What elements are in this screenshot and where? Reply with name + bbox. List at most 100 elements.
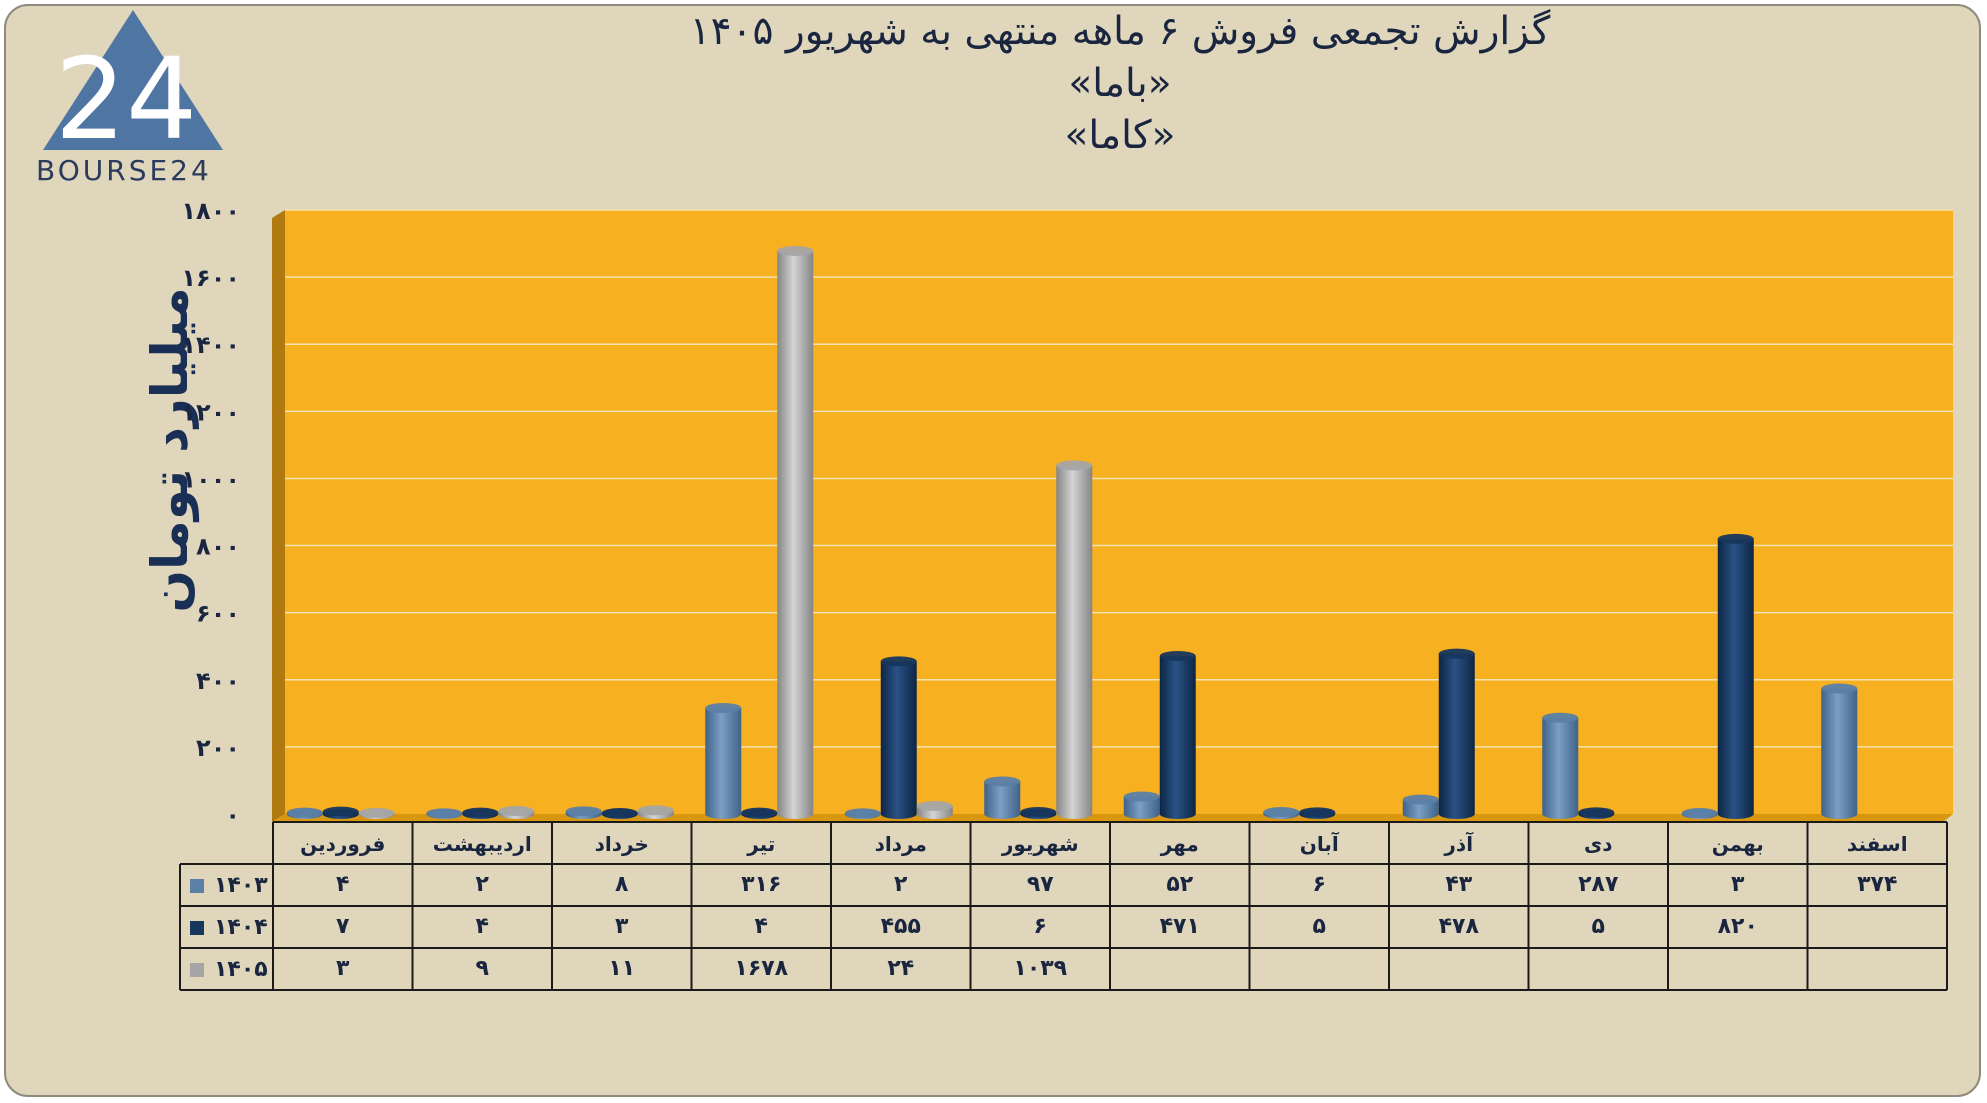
bar-1-5 [1020, 806, 1057, 819]
y-tick-label: ۰ [225, 801, 240, 829]
legend-swatch-0 [190, 879, 204, 893]
data-label: ۶ [1034, 914, 1047, 939]
bar-0-1 [426, 808, 463, 819]
bar-1-9 [1578, 807, 1615, 819]
bar-1-2 [601, 807, 638, 819]
plot-floor [272, 814, 1953, 822]
chart-subtitle-2: «کاما» [1064, 113, 1176, 158]
bar-cap [1542, 712, 1579, 723]
bar-base [1717, 809, 1754, 819]
bar-1-8 [1438, 648, 1475, 819]
x-tick-label: آذر [1443, 831, 1474, 856]
data-label: ۸ [615, 872, 629, 897]
bar-0-3 [705, 702, 742, 819]
x-tick-label: دی [1584, 832, 1613, 856]
data-label: ۴۳ [1445, 872, 1472, 897]
bar-body [1056, 465, 1093, 814]
data-label: ۴۵۵ [881, 914, 921, 939]
data-label: ۴۷۸ [1439, 914, 1480, 939]
bar-1-4 [880, 656, 917, 819]
bar-0-6 [1123, 791, 1160, 819]
data-label: ۷ [336, 914, 350, 939]
bar-cap [1402, 794, 1439, 805]
data-label: ۹ [476, 956, 489, 981]
bar-cap [1056, 460, 1093, 471]
bar-base [1821, 809, 1858, 819]
bar-base [1056, 809, 1093, 819]
data-label: ۱۱ [608, 956, 635, 981]
bar-body [1821, 688, 1858, 814]
bar-0-9 [1542, 712, 1579, 819]
bar-cap [322, 806, 359, 817]
bar-base [1402, 809, 1439, 819]
y-tick-label: ۱۴۰۰ [181, 331, 240, 359]
bar-base [777, 809, 814, 819]
bar-0-7 [1263, 806, 1300, 819]
data-label: ۹۷ [1027, 872, 1054, 897]
x-tick-label: اسفند [1847, 832, 1908, 856]
bar-cap [498, 805, 535, 816]
bar-base [1438, 809, 1475, 819]
data-label: ۸۲۰ [1718, 914, 1758, 939]
bar-0-11 [1821, 683, 1858, 819]
bar-1-10 [1717, 533, 1754, 819]
bar-0-10 [1681, 807, 1718, 819]
legend-swatch-1 [190, 921, 204, 935]
bar-1-1 [462, 807, 499, 819]
y-tick-label: ۱۸۰۰ [181, 197, 240, 225]
svg-text:24: 24 [55, 35, 198, 165]
bar-base [1159, 809, 1196, 819]
data-label: ۳ [615, 914, 629, 939]
bar-2-2 [637, 805, 674, 819]
bar-cap [462, 807, 499, 818]
y-tick-label: ۴۰۰ [196, 667, 240, 695]
bar-body [1717, 538, 1754, 814]
data-label: ۴۷۱ [1160, 914, 1200, 939]
x-tick-label: تیر [746, 832, 775, 856]
bar-2-4 [916, 800, 953, 819]
legend-swatch-2 [190, 963, 204, 977]
bar-body [1542, 717, 1579, 814]
bar-2-5 [1056, 460, 1093, 819]
bar-cap [1020, 806, 1057, 817]
bourse24-logo-icon: 24 [43, 10, 223, 165]
bar-cap [637, 805, 674, 816]
bar-base [705, 809, 742, 819]
data-label: ۲۸۷ [1578, 872, 1619, 897]
bar-body [1438, 653, 1475, 814]
bar-cap [1438, 648, 1475, 659]
bar-1-0 [322, 806, 359, 819]
data-label: ۵ [1592, 914, 1605, 939]
legend-entry: ۱۴۰۳ [214, 873, 268, 898]
bar-cap [286, 807, 323, 818]
bar-cap [565, 806, 602, 817]
bar-cap [741, 807, 778, 818]
bar-0-4 [844, 808, 881, 819]
data-label: ۴ [476, 914, 489, 939]
bar-cap [880, 656, 917, 667]
data-label: ۵ [1313, 914, 1326, 939]
x-tick-label: مهر [1160, 832, 1199, 856]
bar-2-3 [777, 245, 814, 819]
bar-base [916, 809, 953, 819]
bar-base [984, 809, 1021, 819]
bar-cap [1821, 683, 1858, 694]
title-block: گزارش تجمعی فروش ۶ ماهه منتهی به شهریور … [500, 6, 1740, 162]
bar-cap [1159, 650, 1196, 661]
data-label: ۳۷۴ [1857, 872, 1897, 897]
bar-cap [705, 702, 742, 713]
y-tick-label: ۱۰۰۰ [181, 465, 240, 493]
chart-title: گزارش تجمعی فروش ۶ ماهه منتهی به شهریور … [689, 9, 1551, 54]
data-label: ۴ [336, 872, 349, 897]
x-tick-label: فروردین [300, 832, 385, 856]
data-label: ۲۴ [887, 956, 914, 981]
bar-1-6 [1159, 650, 1196, 819]
bar-body [880, 661, 917, 814]
y-tick-label: ۶۰۰ [196, 600, 240, 628]
bar-body [1159, 655, 1196, 814]
legend-entry: ۱۴۰۴ [214, 915, 268, 940]
data-label: ۲ [476, 872, 490, 897]
y-tick-label: ۲۰۰ [196, 734, 240, 762]
bar-0-5 [984, 776, 1021, 819]
x-tick-label: بهمن [1712, 832, 1764, 856]
